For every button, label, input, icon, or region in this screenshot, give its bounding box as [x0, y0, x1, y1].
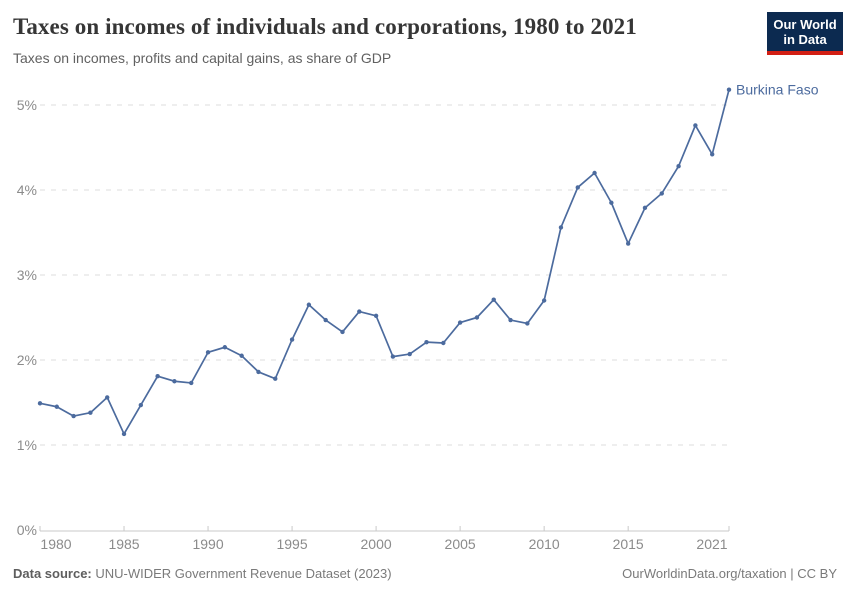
- x-tick-label: 2010: [529, 536, 560, 552]
- data-point-marker: [525, 321, 530, 326]
- y-tick-label: 3%: [17, 267, 37, 283]
- x-tick-label: 2015: [613, 536, 644, 552]
- data-point-marker: [390, 354, 396, 359]
- data-point-marker: [508, 317, 513, 323]
- line-chart[interactable]: 0% 1% 2% 3% 4% 5% 1980 1985 1990 1995 2000 2005 2010…: [0, 0, 850, 560]
- data-point-marker: [407, 351, 412, 357]
- data-point-marker: [424, 339, 429, 345]
- y-tick-label: 2%: [17, 352, 37, 368]
- data-point-marker: [625, 241, 631, 246]
- data-point-marker: [205, 350, 211, 355]
- x-tick-label: 1980: [40, 536, 71, 552]
- owid-logo: Our World in Data: [767, 12, 843, 55]
- data-point-marker: [289, 337, 295, 342]
- data-point-marker: [306, 302, 312, 307]
- footer-link[interactable]: OurWorldinData.org/taxation | CC BY: [622, 566, 837, 581]
- y-tick-label: 4%: [17, 182, 37, 198]
- data-point-marker: [239, 353, 244, 358]
- data-point-marker: [609, 200, 614, 205]
- owid-logo-line2: in Data: [783, 32, 827, 47]
- data-point-marker: [323, 317, 328, 323]
- burkina-faso-line: [39, 88, 730, 435]
- data-point-marker: [659, 191, 664, 196]
- data-point-marker: [642, 205, 648, 211]
- data-point-marker: [256, 369, 261, 375]
- x-tick-label: 1985: [108, 536, 139, 552]
- data-source-text: UNU-WIDER Government Revenue Dataset (20…: [95, 566, 392, 581]
- data-point-marker: [575, 185, 580, 190]
- data-point-marker: [693, 123, 698, 128]
- y-tick-label: 5%: [17, 97, 37, 113]
- x-tick-label: 1995: [276, 536, 307, 552]
- data-point-marker: [155, 373, 160, 379]
- data-point-marker: [441, 340, 446, 346]
- data-point-marker: [357, 309, 362, 314]
- data-point-marker: [474, 315, 480, 320]
- data-point-marker: [491, 297, 496, 302]
- data-point-marker: [592, 170, 597, 176]
- data-source-label: Data source:: [13, 566, 92, 581]
- x-tick-label: 2021: [696, 536, 727, 552]
- x-tick-label: 1990: [192, 536, 223, 552]
- data-point-marker: [373, 313, 379, 318]
- data-point-marker: [726, 87, 732, 92]
- chart-subtitle: Taxes on incomes, profits and capital ga…: [13, 50, 392, 66]
- owid-logo-line1: Our World: [773, 17, 837, 32]
- x-tick-label: 2000: [361, 536, 392, 552]
- x-tick-label: 2005: [445, 536, 476, 552]
- data-point-marker: [273, 376, 278, 381]
- data-point-marker: [37, 401, 43, 406]
- data-point-marker: [121, 431, 127, 437]
- chart-header: Taxes on incomes of individuals and corp…: [13, 13, 755, 66]
- data-point-marker: [138, 402, 144, 408]
- data-point-marker: [676, 164, 681, 169]
- data-point-marker: [105, 395, 110, 400]
- y-tick-label: 0%: [17, 522, 37, 538]
- chart-footer: Data source: UNU-WIDER Government Revenu…: [13, 566, 837, 581]
- data-point-marker: [172, 379, 177, 384]
- y-tick-label: 1%: [17, 437, 37, 453]
- data-point-marker: [558, 225, 564, 230]
- data-point-marker: [88, 410, 93, 415]
- data-point-marker: [709, 152, 715, 157]
- data-source: Data source: UNU-WIDER Government Revenu…: [13, 566, 392, 581]
- data-point-marker: [222, 345, 228, 350]
- data-point-marker: [54, 404, 60, 409]
- data-point-marker: [71, 413, 76, 419]
- data-point-marker: [340, 329, 345, 335]
- page-title: Taxes on incomes of individuals and corp…: [13, 14, 637, 39]
- data-point-marker: [541, 298, 547, 303]
- entity-label: Burkina Faso: [736, 82, 819, 98]
- data-point-marker: [457, 320, 463, 325]
- data-point-marker: [189, 380, 194, 386]
